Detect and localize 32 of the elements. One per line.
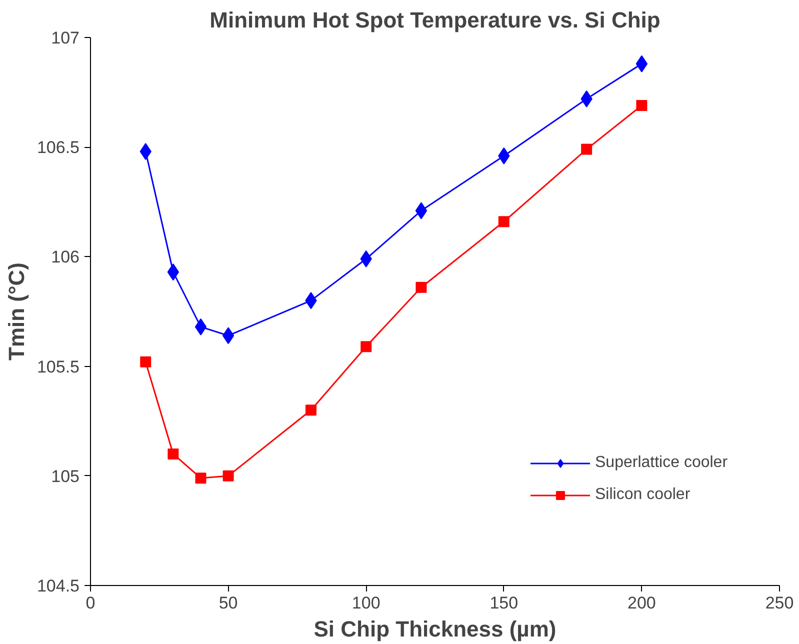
- y-tick-label: 104.5: [36, 576, 80, 596]
- point: [636, 100, 648, 111]
- y-tick-label: 105: [51, 466, 80, 486]
- x-tick-label: 200: [628, 594, 656, 612]
- y-tick-label: 106: [51, 248, 80, 267]
- point: [416, 282, 427, 293]
- point: [498, 216, 510, 228]
- point: [168, 448, 179, 460]
- point: [140, 356, 152, 368]
- point: [195, 472, 206, 484]
- point: [194, 318, 207, 336]
- x-axis-title: Si Chip Thickness (µm): [314, 616, 556, 642]
- x-tick-label: 100: [352, 594, 380, 612]
- legend-label: Superlattice cooler: [595, 454, 728, 472]
- x-tick-label: 50: [218, 594, 238, 612]
- y-tick-label: 106.5: [36, 138, 80, 158]
- x-tick-label: 250: [765, 594, 794, 612]
- point: [581, 144, 592, 155]
- point: [305, 404, 316, 416]
- point: [415, 202, 428, 220]
- y-tick-label: 107: [51, 28, 80, 48]
- point: [167, 264, 180, 281]
- x-tick-label: 0: [86, 594, 96, 612]
- point: [222, 470, 234, 482]
- y-tick-label: 105.5: [36, 357, 80, 376]
- y-axis-title: Tmin (°C): [4, 262, 29, 360]
- x-tick-label: 150: [490, 594, 518, 612]
- chart-title: Minimum Hot Spot Temperature vs. Si Chip: [210, 8, 660, 32]
- point: [636, 55, 648, 72]
- legend-label: Silicon cooler: [595, 486, 690, 504]
- point: [360, 341, 372, 352]
- point: [222, 327, 234, 344]
